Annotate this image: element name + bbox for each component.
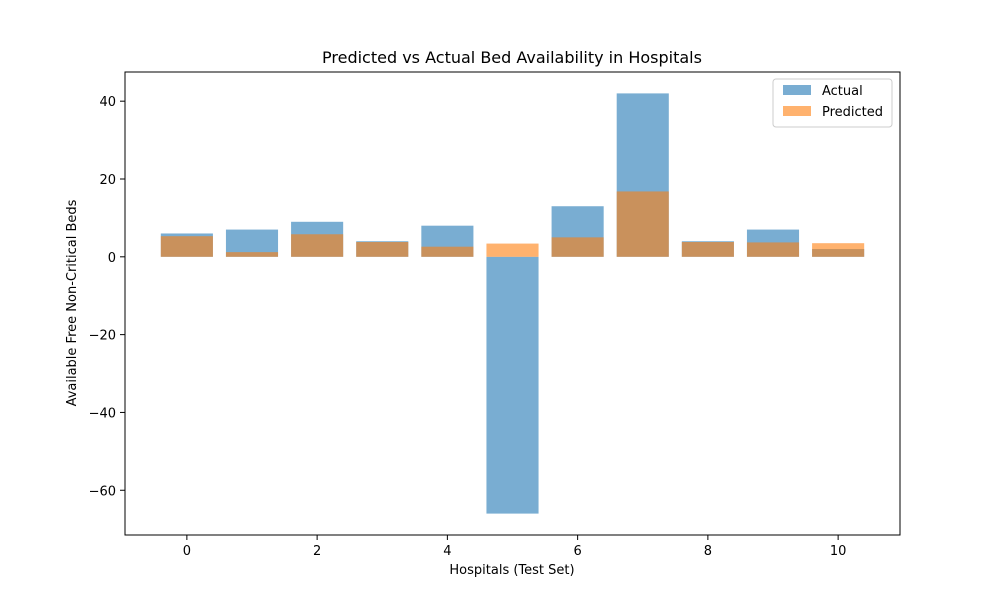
x-tick-label: 0 [183,544,191,559]
legend-swatch-predicted [783,106,811,116]
x-tick-label: 8 [704,544,712,559]
x-tick-label: 2 [313,544,321,559]
bar-predicted-7 [616,191,669,257]
bar-predicted-10 [812,243,865,257]
bar-predicted-4 [421,246,474,257]
bar-predicted-0 [160,236,213,257]
bar-predicted-5 [486,243,539,257]
chart-title: Predicted vs Actual Bed Availability in … [322,48,702,67]
x-tick-label: 4 [443,544,451,559]
y-tick-label: 40 [99,95,116,110]
legend: Actual Predicted [772,78,893,128]
y-tick-label: −60 [89,484,116,499]
bar-predicted-8 [681,242,734,257]
legend-swatch-actual [783,85,811,95]
x-tick-label: 6 [573,544,581,559]
y-tick-label: 20 [99,173,116,188]
y-tick-label: 0 [108,251,116,266]
bar-predicted-2 [291,234,344,257]
bars-layer [160,93,865,514]
y-axis-ticks: −60 −40 −20 0 20 40 [89,95,125,499]
x-axis-label: Hospitals (Test Set) [449,563,574,578]
x-tick-label: 10 [830,544,847,559]
x-axis-ticks: 0 2 4 6 8 10 [183,535,847,559]
bar-predicted-3 [356,242,409,257]
bar-predicted-9 [746,242,800,257]
plot-frame [124,71,901,536]
legend-label-actual: Actual [822,84,863,99]
bar-predicted-1 [225,252,279,257]
bar-predicted-6 [551,237,604,257]
bar-actual-5 [486,256,539,514]
y-tick-label: −40 [89,406,116,421]
y-axis-label: Available Free Non-Critical Beds [65,199,80,406]
y-tick-label: −20 [89,329,116,344]
legend-label-predicted: Predicted [822,105,883,120]
